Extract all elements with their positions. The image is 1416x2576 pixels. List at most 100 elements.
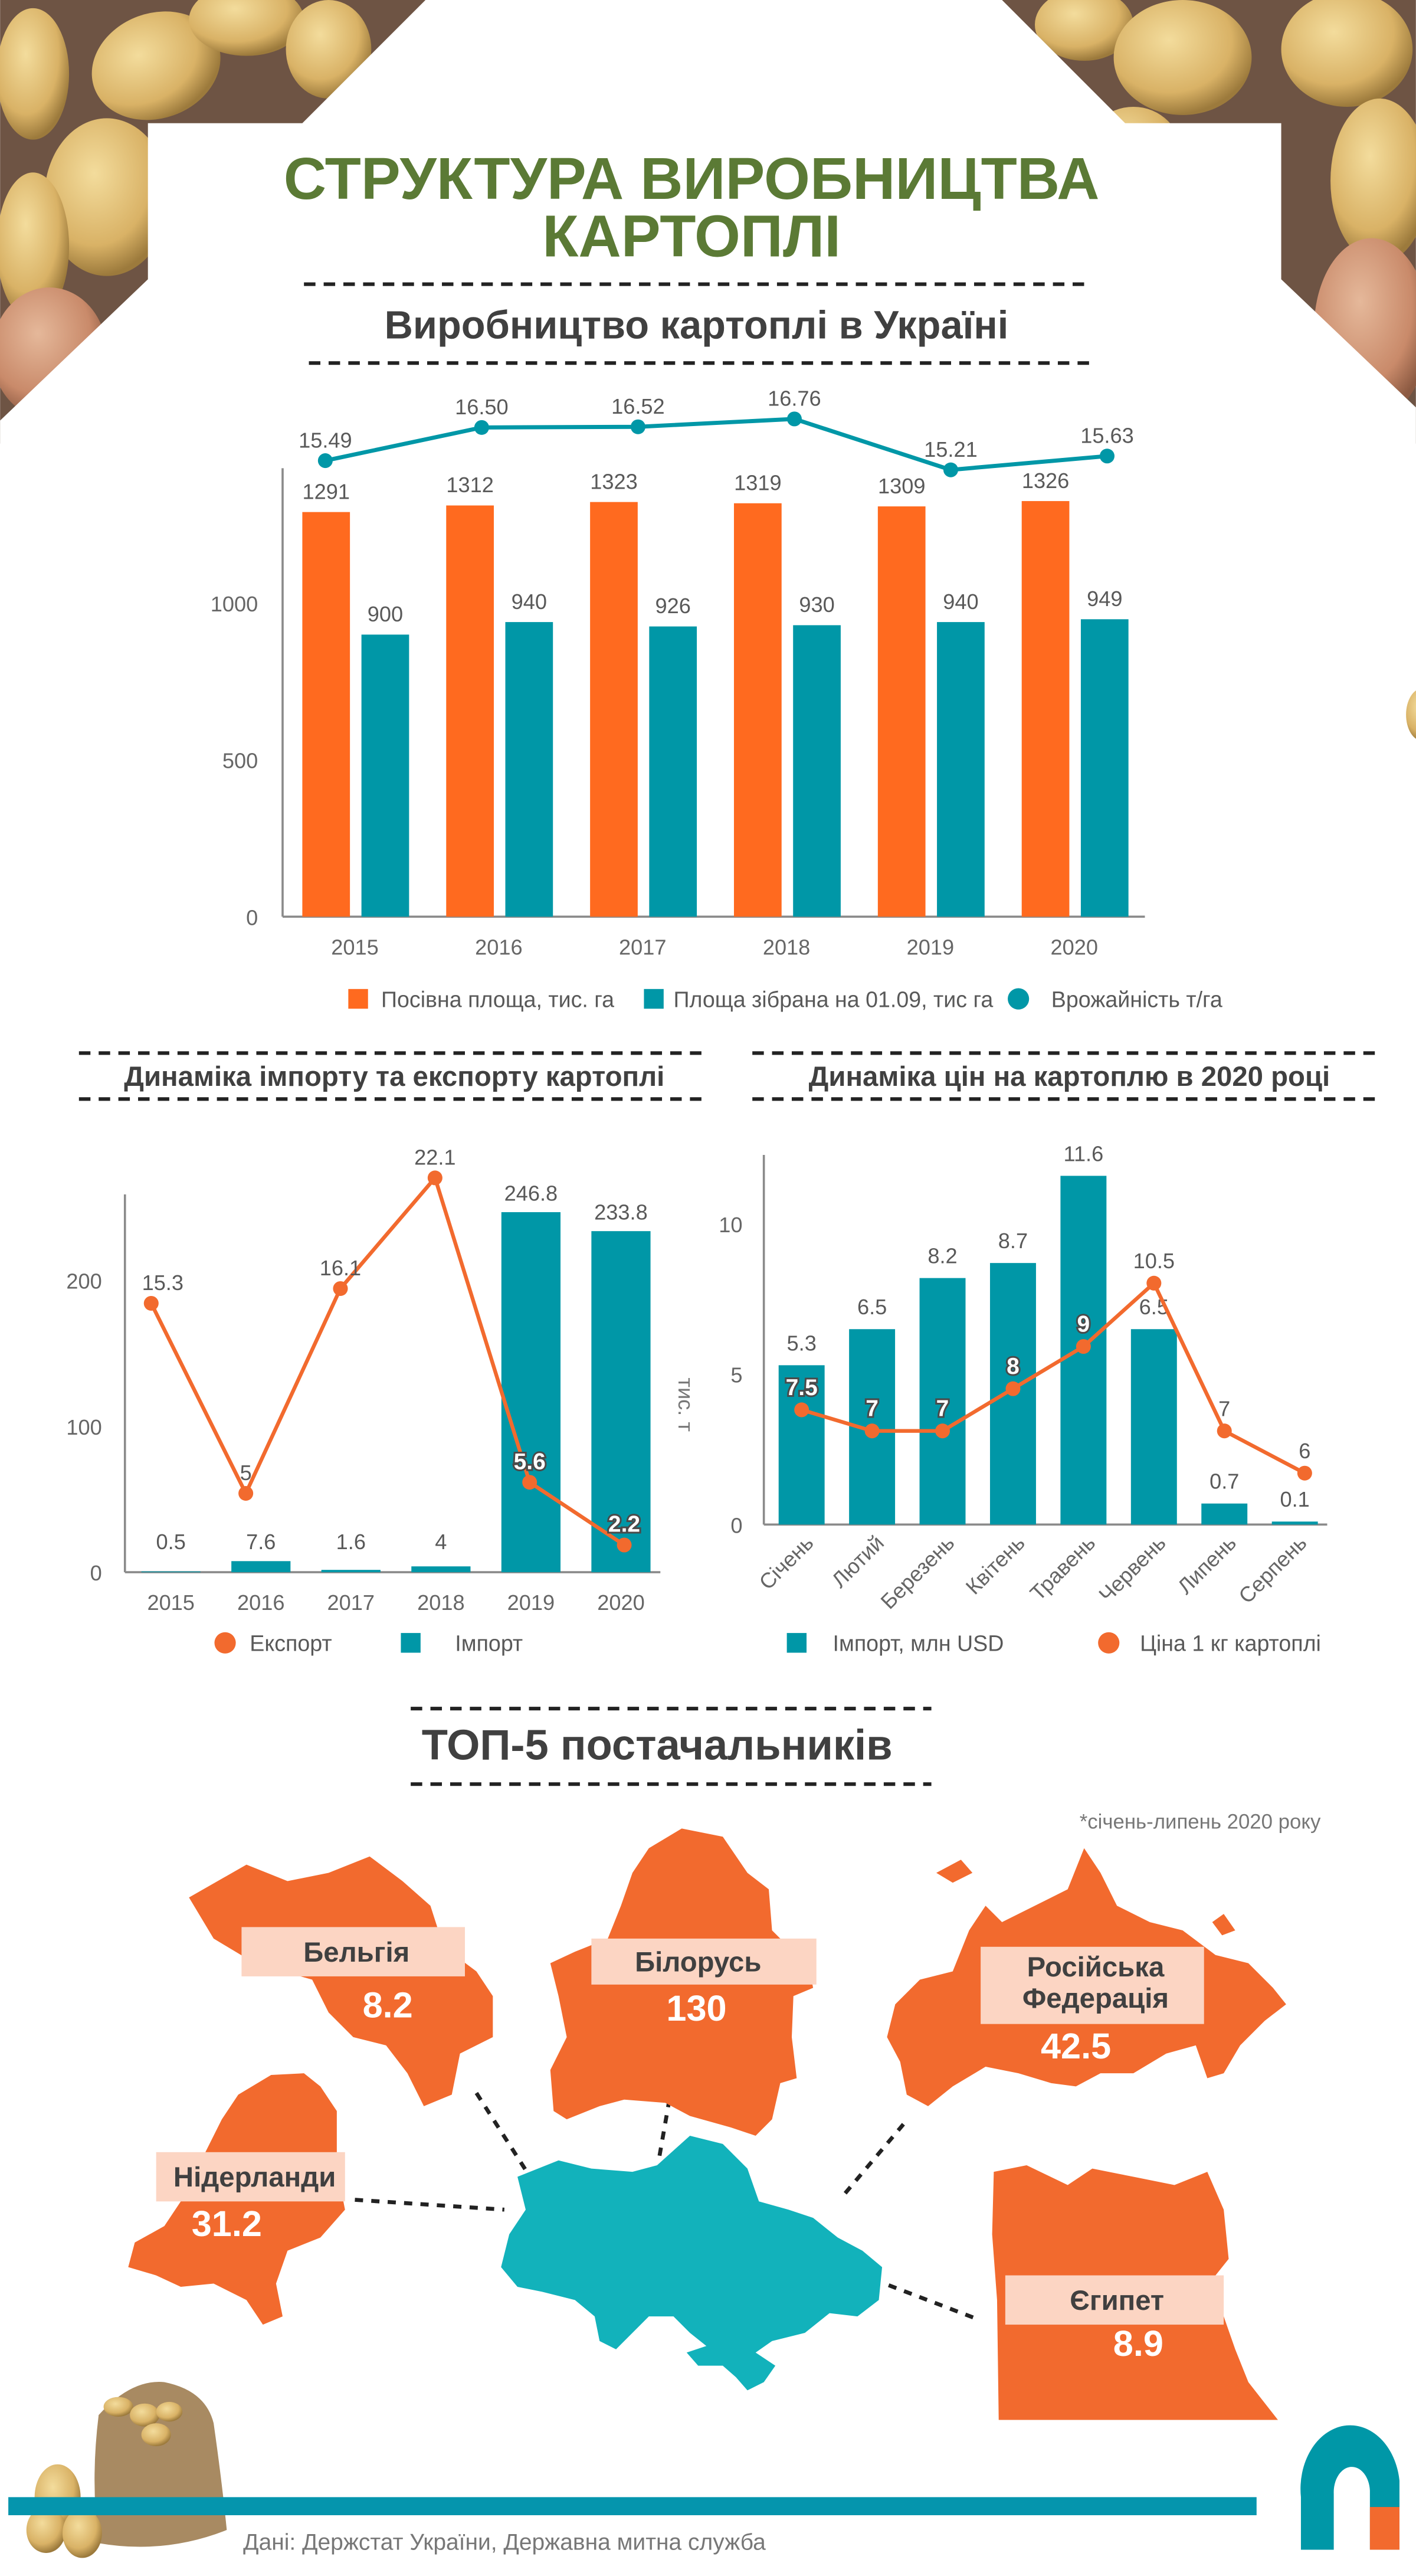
page-title-line1: СТРУКТУРА ВИРОБНИЦТВА [284, 146, 1100, 212]
bar-import-usd [1201, 1503, 1248, 1525]
brand-logo [1300, 2425, 1399, 2550]
page-title-line2: КАРТОПЛІ [542, 203, 841, 269]
label-box [241, 1927, 465, 1976]
chart-title-import-export: Динаміка імпорту та експорту картоплі [124, 1061, 664, 1092]
label-box [1005, 2275, 1224, 2325]
legend-label-export: Експорт [250, 1631, 332, 1656]
bar-import-usd [778, 1365, 825, 1525]
supplier-netherlands: Нідерланди 31.2 [128, 2073, 345, 2325]
bar-import [411, 1566, 471, 1573]
supplier-egypt: Єгипет 8.9 [992, 2165, 1278, 2420]
yield-point [317, 453, 333, 469]
yield-point [630, 419, 645, 434]
price-point [935, 1423, 950, 1439]
x-tick-label: 2017 [619, 935, 666, 959]
price-point [1076, 1339, 1091, 1354]
data-label: 6 [1299, 1439, 1310, 1463]
yield-point [786, 411, 802, 427]
bar-sown-area [446, 505, 494, 917]
export-line [149, 1174, 625, 1547]
y-tick-label: 200 [66, 1269, 101, 1294]
legend-marker-export [214, 1632, 236, 1654]
data-label: 16.76 [768, 387, 821, 411]
data-label: 7 [936, 1396, 949, 1422]
x-tick-label: 2018 [763, 935, 810, 959]
x-tick-label: 2016 [237, 1590, 284, 1615]
data-label: 7.6 [246, 1530, 276, 1554]
legend-label-yield: Врожайність т/га [1051, 987, 1222, 1012]
bar-sown-area [733, 503, 782, 917]
bar-import [231, 1561, 291, 1573]
data-label: 2.2 [608, 1512, 640, 1537]
country-name: Білорусь [635, 1947, 761, 1978]
legend-marker-yield [1008, 988, 1030, 1010]
y-tick-label: 500 [222, 749, 258, 773]
legend-swatch-sown-area [348, 988, 368, 1009]
bar-import [591, 1231, 651, 1573]
data-label: 5 [240, 1461, 252, 1485]
x-tick-label: 2019 [907, 935, 954, 959]
y-axis-unit-label: тис. т [674, 1377, 698, 1432]
data-label: 8.2 [927, 1244, 957, 1268]
legend-swatch-import [401, 1633, 421, 1653]
y-tick-label: 10 [719, 1213, 742, 1237]
data-label: 4 [435, 1530, 447, 1554]
data-label: 1319 [734, 471, 781, 495]
bar-harvested-area [937, 622, 985, 917]
bar-import-usd [1271, 1521, 1318, 1525]
import-export-chart: 0 100 200 2015 0.5 2016 7.6 2017 1.6 2018 4 2019 246… [66, 1145, 697, 1656]
belgium-map-shape [189, 1856, 493, 2106]
x-tick-label: 2017 [327, 1590, 375, 1615]
data-label: 1323 [590, 469, 637, 493]
data-label: 1291 [303, 479, 350, 503]
export-point [522, 1475, 537, 1490]
data-label: 7.5 [786, 1375, 818, 1400]
x-tick-label: 2020 [597, 1590, 644, 1615]
footer-bar [8, 2497, 1257, 2515]
data-label: 15.3 [142, 1271, 183, 1295]
data-label: 246.8 [504, 1181, 558, 1206]
bar-sown-area [302, 512, 350, 917]
price-point [794, 1402, 809, 1418]
data-label: 5.6 [514, 1449, 546, 1474]
x-tick-label: 2015 [147, 1590, 194, 1615]
x-tick-label: 2018 [417, 1590, 464, 1615]
legend-label-sown-area: Посівна площа, тис. га [381, 987, 614, 1012]
suppliers-map: Бельгія 8.2 Білорусь 130 Російська Федер… [128, 1828, 1286, 2420]
country-name: Єгипет [1070, 2285, 1164, 2316]
country-value: 8.9 [1113, 2323, 1163, 2364]
legend-label-import: Імпорт [455, 1631, 523, 1656]
data-label: 1312 [446, 473, 493, 497]
supplier-russia: Російська Федерація 42.5 [887, 1848, 1286, 2106]
period-note: *січень-липень 2020 року [1080, 1811, 1321, 1833]
export-point [143, 1295, 159, 1311]
price-point [864, 1423, 880, 1439]
data-label: 940 [943, 590, 978, 614]
x-tick-label: 2016 [475, 935, 522, 959]
data-label: 16.1 [320, 1256, 361, 1280]
export-point [238, 1485, 254, 1501]
data-label: 1309 [878, 474, 925, 498]
legend-marker-price [1098, 1632, 1120, 1654]
data-label: 5.3 [787, 1331, 817, 1355]
bar-harvested-area [793, 625, 841, 917]
data-label: 926 [655, 594, 691, 618]
data-label: 15.21 [924, 437, 978, 461]
data-label: 7 [1218, 1397, 1230, 1421]
x-tick-label: 2015 [331, 935, 378, 959]
label-box [156, 2152, 345, 2202]
data-label: 0.1 [1280, 1487, 1310, 1511]
x-tick-label: 2020 [1051, 935, 1098, 959]
data-label: 0.7 [1210, 1469, 1239, 1494]
export-point [427, 1170, 442, 1186]
y-tick-label: 0 [90, 1561, 102, 1585]
price-point [1146, 1275, 1162, 1291]
yield-point [943, 462, 958, 477]
legend-swatch-import-usd [786, 1633, 807, 1653]
data-label: 8.7 [998, 1229, 1028, 1253]
y-tick-label: 100 [66, 1415, 101, 1439]
label-box [981, 1946, 1204, 2024]
data-label: 15.63 [1080, 424, 1134, 448]
data-label: 900 [368, 602, 403, 626]
data-label: 930 [799, 593, 834, 617]
